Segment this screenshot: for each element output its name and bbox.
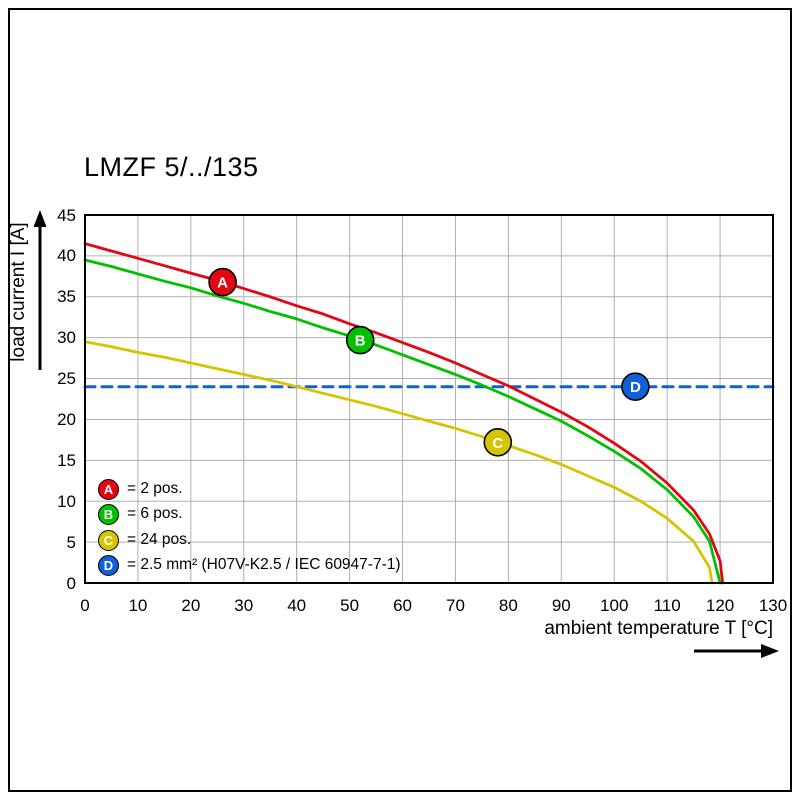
curve-marker-letter-A: A xyxy=(217,275,228,292)
curve-marker-D xyxy=(621,372,650,402)
x-axis-arrowhead xyxy=(761,644,779,658)
x-tick-label-100: 100 xyxy=(600,596,629,615)
y-tick-label-20: 20 xyxy=(57,409,76,429)
y-tick-label-30: 30 xyxy=(57,328,76,348)
curve-B xyxy=(83,258,722,585)
plot-border xyxy=(84,214,774,584)
curve-C xyxy=(83,340,714,585)
legend-item-d: D = 2.5 mm² (H07V-K2.5 / IEC 60947-7-1) xyxy=(98,554,401,576)
x-tick-label-50: 50 xyxy=(340,596,360,615)
legend-label-b: = 6 pos. xyxy=(127,505,183,522)
y-tick-label-35: 35 xyxy=(57,287,76,307)
x-tick-label-20: 20 xyxy=(181,596,201,615)
legend-item-a: A = 2 pos. xyxy=(98,478,183,500)
x-tick-label-10: 10 xyxy=(128,596,148,615)
legend-label-d: = 2.5 mm² (H07V-K2.5 / IEC 60947-7-1) xyxy=(127,556,401,573)
curve-marker-C xyxy=(483,427,513,457)
y-tick-label-45: 45 xyxy=(57,205,76,225)
y-tick-label-5: 5 xyxy=(66,532,76,552)
x-tick-label-70: 70 xyxy=(445,596,465,615)
legend-label-a: = 2 pos. xyxy=(127,480,183,497)
y-tick-label-15: 15 xyxy=(57,450,76,470)
curve-A xyxy=(83,242,725,585)
x-tick-label-130: 130 xyxy=(758,596,788,615)
x-tick-label-90: 90 xyxy=(551,596,571,615)
x-tick-label-30: 30 xyxy=(234,596,254,615)
y-axis-arrowhead xyxy=(33,210,47,227)
legend-item-b: B = 6 pos. xyxy=(98,503,183,525)
chart-title: LMZF 5/../135 xyxy=(84,152,259,182)
y-tick-label-0: 0 xyxy=(66,573,76,593)
curve-marker-letter-B: B xyxy=(355,333,366,350)
legend-marker-b: B xyxy=(98,503,119,525)
y-tick-label-40: 40 xyxy=(57,246,76,266)
x-tick-label-120: 120 xyxy=(705,596,735,615)
legend-label-c: = 24 pos. xyxy=(127,531,192,548)
x-tick-label-60: 60 xyxy=(393,596,412,615)
image-border xyxy=(8,8,792,792)
y-tick-label-25: 25 xyxy=(57,369,76,389)
curve-marker-letter-C: C xyxy=(492,435,503,452)
x-axis-label: ambient temperature T [°C] xyxy=(544,618,773,639)
y-tick-label-10: 10 xyxy=(57,491,76,511)
x-tick-label-40: 40 xyxy=(287,596,307,615)
curve-marker-B xyxy=(345,325,375,355)
legend-marker-c: C xyxy=(98,529,119,551)
x-tick-label-0: 0 xyxy=(80,596,90,615)
x-tick-label-110: 110 xyxy=(653,596,681,615)
legend-marker-a: A xyxy=(98,478,119,500)
legend-item-c: C = 24 pos. xyxy=(98,529,191,551)
curve-marker-A xyxy=(208,267,237,297)
x-tick-label-80: 80 xyxy=(498,596,518,615)
curve-marker-letter-D: D xyxy=(630,379,641,396)
legend-marker-d: D xyxy=(98,554,119,576)
